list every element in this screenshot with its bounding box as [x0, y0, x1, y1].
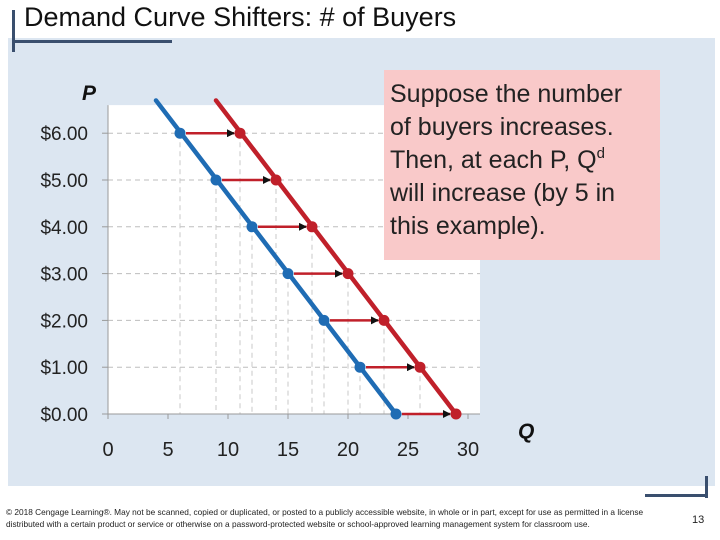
x-tick-label-3: 15 — [277, 439, 299, 461]
y-tick-label-4: $4.00 — [40, 218, 88, 239]
curve-0-point-3 — [282, 268, 294, 280]
curve-0-point-1 — [210, 174, 222, 186]
curve-0-point-2 — [246, 221, 258, 233]
y-tick-label-5: $5.00 — [40, 171, 88, 192]
curve-0-point-0 — [174, 127, 186, 139]
x-tick-label-0: 0 — [102, 439, 113, 461]
title-rule-vertical — [12, 10, 15, 52]
callout-line-2: of buyers increases. — [390, 113, 614, 141]
x-tick-label-2: 10 — [217, 439, 239, 461]
y-tick-label-3: $3.00 — [40, 265, 88, 286]
curve-1-point-5 — [414, 361, 426, 373]
curve-0-point-4 — [318, 314, 330, 326]
curve-1-point-6 — [450, 408, 462, 420]
y-tick-label-1: $1.00 — [40, 358, 88, 379]
callout-box: Suppose the number of buyers increases. … — [384, 70, 660, 260]
y-tick-label-0: $0.00 — [40, 405, 88, 426]
corner-rule-horizontal — [645, 494, 708, 497]
page-number: 13 — [692, 514, 705, 526]
x-axis-label: Q — [518, 420, 534, 443]
corner-rule-vertical — [705, 476, 708, 498]
curve-0-point-6 — [390, 408, 402, 420]
x-tick-label-1: 5 — [162, 439, 173, 461]
callout-line-3-text: Then, at each P, Q — [390, 146, 597, 174]
demand-curve-0 — [153, 98, 399, 417]
curve-1-point-4 — [378, 314, 390, 326]
y-axis-label: P — [82, 82, 97, 105]
curve-1-point-3 — [342, 268, 354, 280]
slide-title: Demand Curve Shifters: # of Buyers — [24, 2, 457, 32]
callout-line-3: Then, at each P, Qd — [390, 144, 654, 177]
x-tick-label-5: 25 — [397, 439, 419, 461]
curve-1-point-2 — [306, 221, 318, 233]
copyright-footer: © 2018 Cengage Learning®. May not be sca… — [6, 507, 644, 529]
curve-1-point-1 — [270, 174, 282, 186]
callout-line-1: Suppose the number — [390, 80, 623, 108]
demand-curve-1 — [213, 98, 459, 417]
y-tick-label-2: $2.00 — [40, 311, 88, 332]
x-tick-label-4: 20 — [337, 439, 359, 461]
title-rule-horizontal — [12, 40, 172, 43]
callout-line-4: will increase (by 5 in — [390, 179, 616, 207]
curve-1-point-0 — [234, 127, 246, 139]
callout-line-5: this example). — [390, 212, 546, 240]
y-tick-label-6: $6.00 — [40, 124, 88, 145]
x-tick-label-6: 30 — [457, 439, 479, 461]
callout-superscript: d — [596, 145, 605, 162]
curve-0-point-5 — [354, 361, 366, 373]
